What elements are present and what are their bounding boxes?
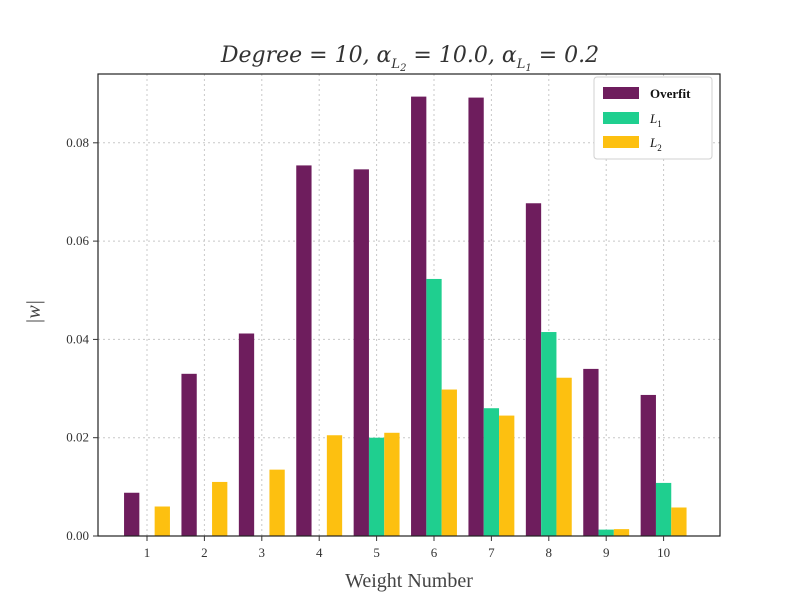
bar-overfit-5 xyxy=(353,169,369,536)
legend-label-l2: L2 xyxy=(649,135,662,153)
plot-frame xyxy=(97,73,721,537)
y-tick-label: 0.00 xyxy=(66,528,89,543)
x-tick-label: 4 xyxy=(316,545,323,560)
x-tick-label: 2 xyxy=(201,545,208,560)
y-axis-label: |w| xyxy=(23,300,45,324)
axes xyxy=(97,73,721,537)
y-tick-label: 0.06 xyxy=(66,233,89,248)
bar-l2-9 xyxy=(613,529,630,536)
bar-l2-5 xyxy=(384,432,400,536)
legend-swatch-l2 xyxy=(603,136,639,148)
x-tick-label: 1 xyxy=(144,545,151,560)
bar-l1-6 xyxy=(426,278,442,536)
bar-l2-1 xyxy=(154,506,170,536)
y-tick-label: 0.08 xyxy=(66,135,89,150)
bar-overfit-7 xyxy=(468,97,484,536)
bar-overfit-3 xyxy=(238,333,255,536)
bar-overfit-8 xyxy=(525,203,542,536)
bar-l2-8 xyxy=(556,377,572,536)
bar-l1-8 xyxy=(541,332,557,536)
legend-label-l1: L1 xyxy=(649,111,662,129)
bar-overfit-9 xyxy=(583,368,599,536)
x-tick-label: 7 xyxy=(488,545,495,560)
bars xyxy=(124,96,687,536)
bar-overfit-1 xyxy=(124,492,140,536)
y-ticks: 0.00 0.02 0.04 0.06 0.08 xyxy=(66,135,98,543)
x-tick-label: 5 xyxy=(373,545,380,560)
bar-l1-10 xyxy=(655,482,672,536)
bar-overfit-2 xyxy=(181,373,197,536)
x-tick-label: 3 xyxy=(259,545,266,560)
bar-l2-3 xyxy=(269,469,285,536)
bar-l1-5 xyxy=(368,437,385,536)
legend: Overfit L1 L2 xyxy=(593,76,713,160)
legend-label-overfit: Overfit xyxy=(650,86,691,101)
chart-title: Degree = 10, αL2 = 10.0, αL1 = 0.2 xyxy=(220,43,599,74)
bar-l2-6 xyxy=(441,389,457,536)
bar-overfit-6 xyxy=(411,96,427,536)
bar-overfit-10 xyxy=(640,394,656,536)
bar-l1-9 xyxy=(598,529,614,536)
y-tick-label: 0.02 xyxy=(66,430,89,445)
bar-l1-7 xyxy=(483,408,500,536)
bar-l2-2 xyxy=(212,481,228,536)
legend-swatch-overfit xyxy=(603,87,639,99)
y-tick-label: 0.04 xyxy=(66,331,89,346)
grid xyxy=(98,74,720,537)
bar-l2-10 xyxy=(671,507,687,536)
x-tick-label: 9 xyxy=(603,545,610,560)
bar-overfit-4 xyxy=(296,165,312,536)
bar-l2-7 xyxy=(499,415,515,536)
bar-l2-4 xyxy=(326,435,343,536)
x-tick-label: 8 xyxy=(546,545,553,560)
x-tick-label: 6 xyxy=(431,545,438,560)
x-tick-label: 10 xyxy=(657,545,670,560)
legend-swatch-l1 xyxy=(603,112,639,124)
x-axis-label: Weight Number xyxy=(345,570,473,592)
x-ticks: 1 2 3 4 5 6 7 8 9 10 xyxy=(144,536,670,560)
